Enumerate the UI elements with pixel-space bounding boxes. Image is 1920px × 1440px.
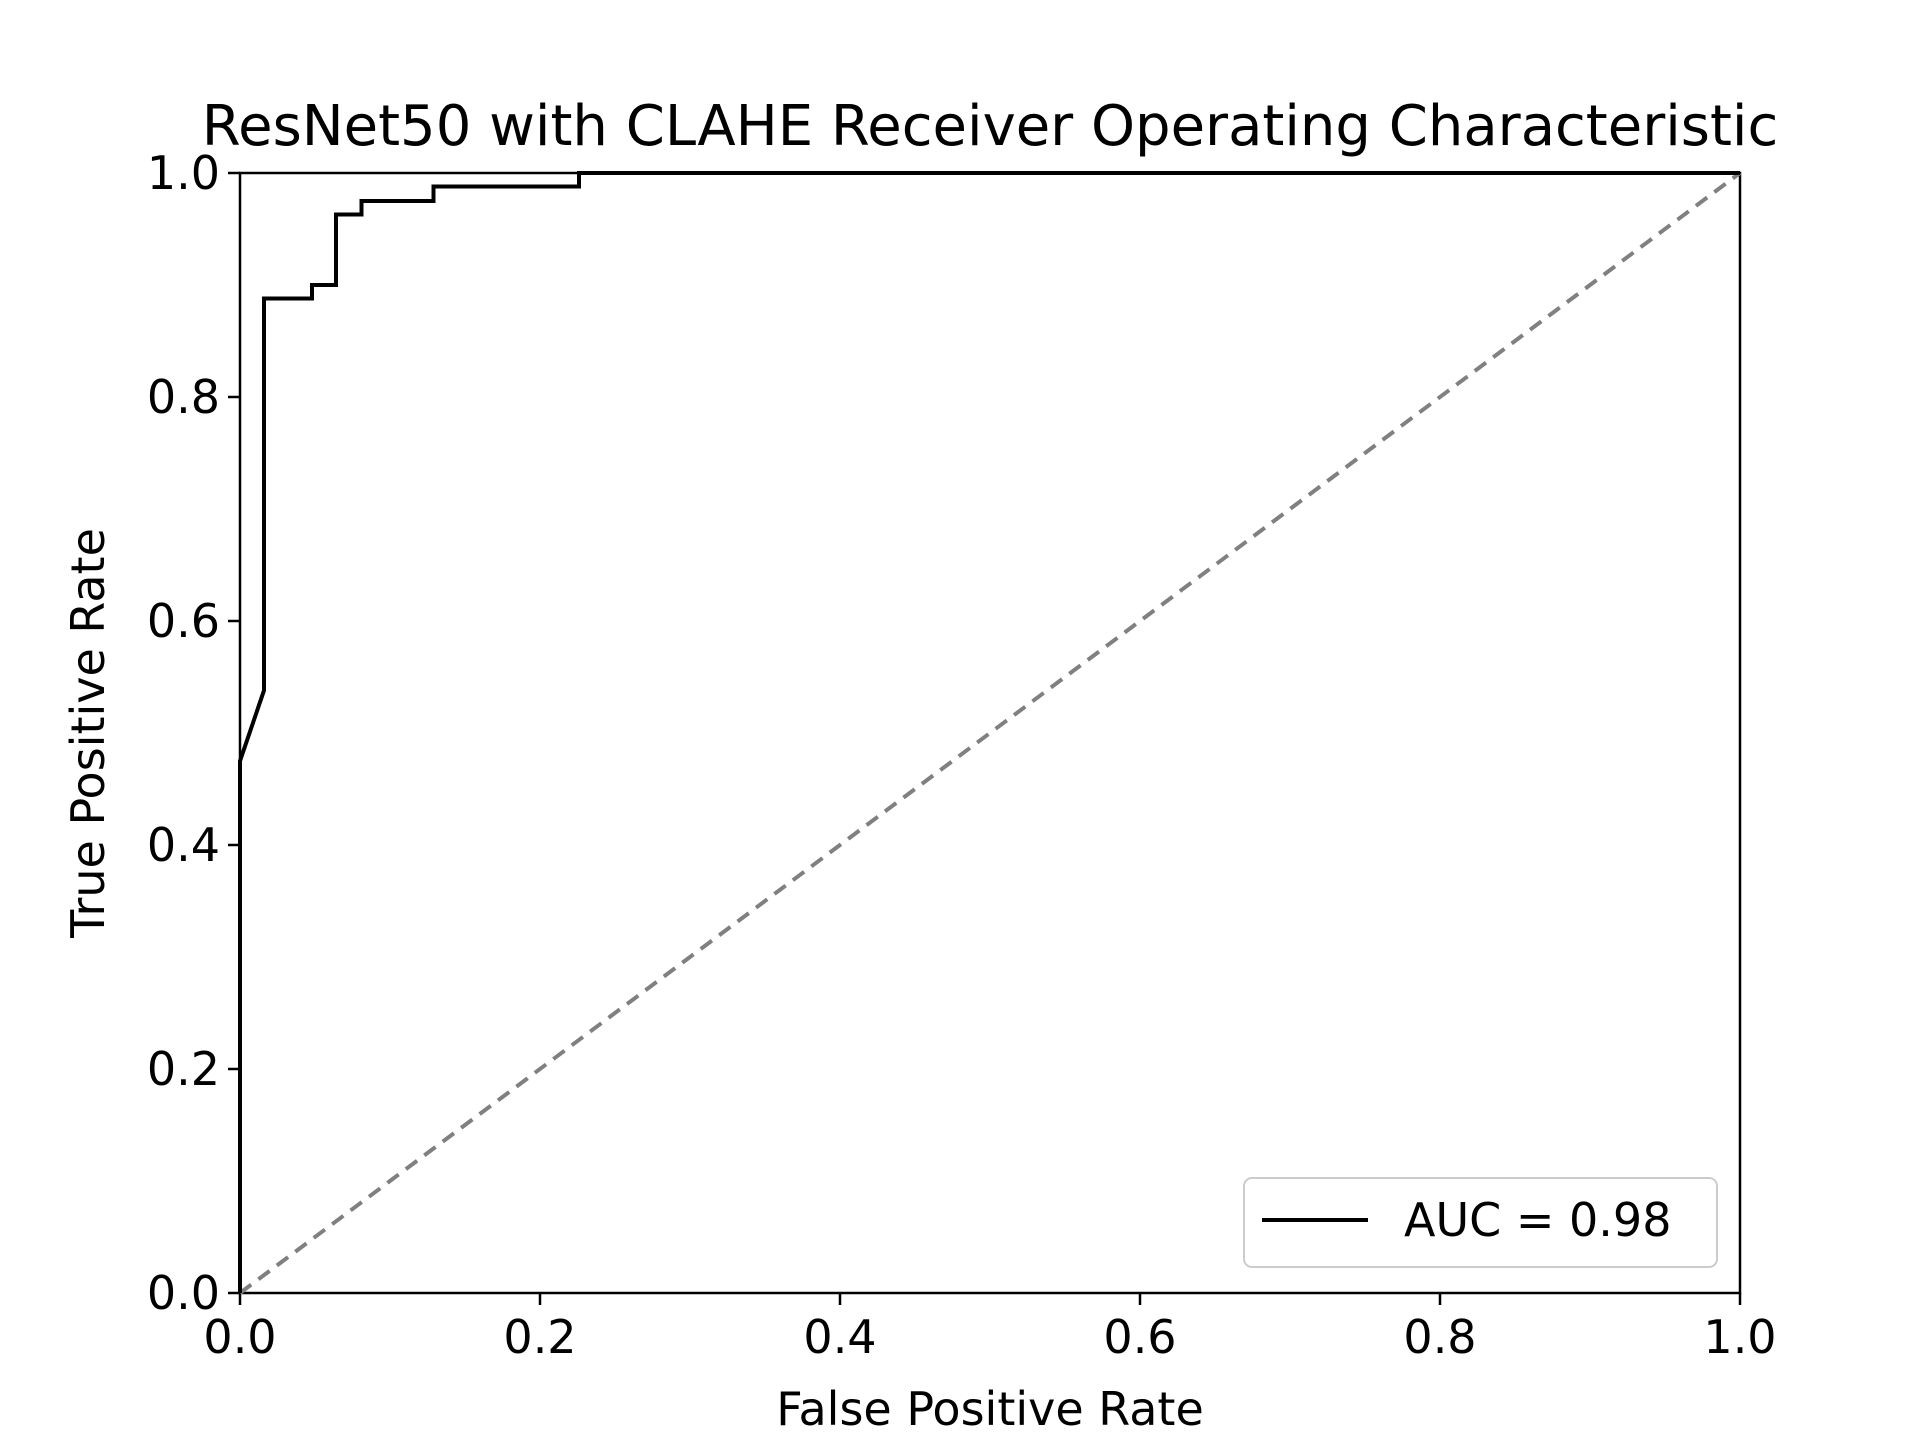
series-group bbox=[238, 171, 1740, 1293]
legend-label: AUC = 0.98 bbox=[1404, 1193, 1671, 1247]
x-tick-label: 1.0 bbox=[1703, 1310, 1776, 1364]
roc-curve-line bbox=[238, 171, 1740, 1293]
x-tick-label: 0.6 bbox=[1103, 1310, 1176, 1364]
x-axis-ticks: 0.0 0.2 0.4 0.6 0.8 1.0 bbox=[203, 1293, 1777, 1364]
chance-reference-line bbox=[238, 171, 1742, 1295]
y-axis-ticks: 0.0 0.2 0.4 0.6 0.8 1.0 bbox=[147, 146, 240, 1320]
legend: AUC = 0.98 bbox=[1243, 1177, 1718, 1268]
x-tick-label: 0.8 bbox=[1403, 1310, 1476, 1364]
x-tick-label: 0.4 bbox=[803, 1310, 876, 1364]
y-tick-label: 0.8 bbox=[147, 370, 220, 424]
y-tick-label: 0.2 bbox=[147, 1042, 220, 1096]
x-tick-label: 0.0 bbox=[203, 1310, 276, 1364]
legend-box bbox=[1243, 1177, 1718, 1268]
y-tick-label: 0.6 bbox=[147, 594, 220, 648]
y-axis-label: True Positive Rate bbox=[61, 528, 115, 939]
x-axis-label: False Positive Rate bbox=[776, 1382, 1204, 1436]
y-tick-label: 0.0 bbox=[147, 1266, 220, 1320]
chart-title: ResNet50 with CLAHE Receiver Operating C… bbox=[202, 94, 1779, 159]
x-tick-label: 0.2 bbox=[503, 1310, 576, 1364]
y-tick-label: 1.0 bbox=[147, 146, 220, 200]
y-tick-label: 0.4 bbox=[147, 818, 220, 872]
